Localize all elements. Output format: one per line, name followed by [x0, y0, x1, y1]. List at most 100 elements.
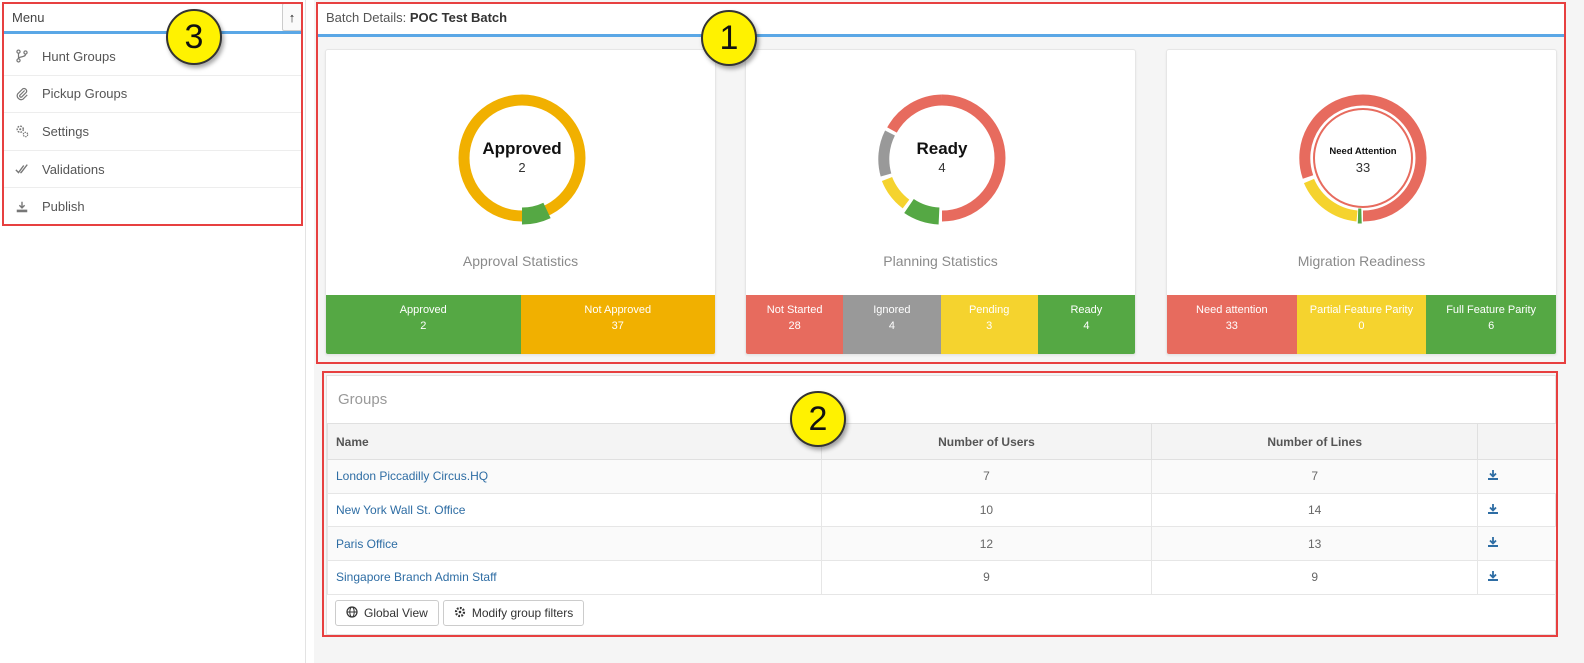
card-label: Planning Statistics	[883, 253, 998, 269]
table-row: Paris Office 12 13	[327, 526, 1557, 562]
menu-list: Hunt Groups Pickup Groups Settings Valid…	[2, 38, 302, 226]
donut-center-title: Approved	[482, 139, 561, 158]
stat-label: Not Approved	[584, 304, 652, 316]
stat-ignored[interactable]: Ignored 4	[843, 295, 941, 354]
menu-title: Menu	[12, 10, 45, 25]
menu-header: Menu ↑	[2, 2, 302, 34]
menu-item-pickup-groups[interactable]: Pickup Groups	[2, 76, 302, 114]
button-label: Global View	[364, 606, 428, 620]
stat-value: 4	[888, 320, 895, 332]
approval-ring-approved	[521, 202, 551, 225]
stat-partial-feature-parity[interactable]: Partial Feature Parity 0	[1296, 295, 1427, 354]
actions-cell	[1477, 459, 1557, 494]
stat-value: 6	[1488, 320, 1495, 332]
batch-header: Batch Details: POC Test Batch	[318, 4, 1566, 37]
branch-icon	[2, 49, 42, 63]
download-icon[interactable]	[1487, 503, 1499, 518]
stats-bar: Need attention 33 Partial Feature Parity…	[1167, 295, 1556, 354]
stat-label: Approved	[399, 304, 447, 316]
approval-ring-not-approved	[458, 94, 586, 222]
planning-donut-chart: Ready 4	[878, 94, 1006, 225]
stat-value: 37	[611, 320, 624, 332]
migration-ring-need-attention	[1362, 94, 1427, 222]
stat-label: Ready	[1070, 304, 1103, 316]
stat-label: Full Feature Parity	[1446, 304, 1537, 316]
stat-not-started[interactable]: Not Started 28	[746, 295, 844, 354]
migration-ring-partial	[1303, 178, 1358, 222]
gears-icon	[2, 124, 42, 138]
batch-details-prefix: Batch Details:	[326, 10, 407, 25]
stat-approved[interactable]: Approved 2	[326, 295, 521, 354]
group-name-cell: Singapore Branch Admin Staff	[327, 560, 822, 595]
users-cell: 7	[820, 459, 1153, 494]
column-header-users[interactable]: Number of Users	[820, 423, 1153, 460]
stat-label: Not Started	[766, 304, 823, 316]
stat-full-feature-parity[interactable]: Full Feature Parity 6	[1426, 295, 1556, 354]
planning-ring-not-started	[941, 94, 1006, 222]
global-view-button[interactable]: Global View	[335, 600, 439, 626]
table-row: New York Wall St. Office 10 14	[327, 492, 1557, 528]
lines-cell: 9	[1151, 560, 1479, 595]
column-header-lines[interactable]: Number of Lines	[1151, 423, 1479, 460]
batch-name: POC Test Batch	[409, 10, 508, 25]
download-icon[interactable]	[1487, 537, 1499, 551]
donut-center-title: Ready	[916, 139, 968, 158]
menu-item-publish[interactable]: Publish	[2, 188, 302, 226]
menu-item-label: Hunt Groups	[42, 48, 116, 64]
menu-item-label: Pickup Groups	[42, 86, 128, 102]
group-link[interactable]: London Piccadilly Circus.HQ	[336, 469, 489, 484]
annotation-badge-2: 2	[790, 391, 846, 447]
download-tray-icon	[2, 200, 42, 214]
group-link[interactable]: Singapore Branch Admin Staff	[336, 570, 497, 585]
column-header-name[interactable]: Name	[327, 423, 822, 460]
planning-ring-not-started-2	[887, 94, 943, 133]
group-link[interactable]: New York Wall St. Office	[336, 503, 466, 518]
approval-statistics-card: Approved 2 Approval Statistics Approved …	[325, 49, 716, 355]
table-row: Singapore Branch Admin Staff 9 9	[327, 560, 1557, 595]
stat-label: Ignored	[873, 304, 911, 316]
stat-pending[interactable]: Pending 3	[940, 295, 1038, 354]
download-icon[interactable]	[1487, 469, 1499, 484]
gear-icon	[454, 606, 466, 621]
menu-item-settings[interactable]: Settings	[2, 113, 302, 151]
stat-value: 4	[1083, 320, 1090, 332]
lines-cell: 13	[1151, 526, 1479, 562]
stat-value: 28	[788, 320, 801, 332]
migration-readiness-card: Need Attention 33 Migration Readiness Ne…	[1166, 49, 1557, 355]
paperclip-icon	[2, 87, 42, 101]
menu-item-hunt-groups[interactable]: Hunt Groups	[2, 38, 302, 76]
groups-table: Name Number of Users Number of Lines Lon…	[327, 423, 1557, 595]
card-label: Migration Readiness	[1297, 253, 1426, 269]
planning-ring-ready	[904, 198, 940, 225]
breadcrumb: Batch Details: POC Test Batch	[326, 10, 507, 25]
menu-item-validations[interactable]: Validations	[2, 151, 302, 189]
download-icon[interactable]	[1487, 570, 1499, 585]
collapse-menu-button[interactable]: ↑	[282, 3, 302, 31]
globe-icon	[346, 605, 358, 621]
card-label: Approval Statistics	[462, 253, 579, 269]
modify-group-filters-button[interactable]: Modify group filters	[442, 600, 585, 626]
group-name-cell: Paris Office	[327, 526, 822, 562]
stat-not-approved[interactable]: Not Approved 37	[520, 295, 715, 354]
migration-donut-chart: Need Attention 33	[1299, 94, 1427, 224]
planning-ring-ignored	[878, 130, 896, 177]
users-cell: 10	[820, 492, 1153, 528]
planning-ring-pending	[881, 176, 910, 209]
arrow-up-icon: ↑	[288, 9, 296, 25]
stat-label: Partial Feature Parity	[1309, 304, 1414, 316]
group-name-cell: London Piccadilly Circus.HQ	[327, 459, 822, 494]
stat-label: Pending	[968, 304, 1010, 316]
stats-bar: Not Started 28 Ignored 4 Pending 3 Ready…	[746, 295, 1135, 354]
table-header-row: Name Number of Users Number of Lines	[327, 423, 1557, 460]
users-cell: 9	[820, 560, 1153, 595]
group-link[interactable]: Paris Office	[336, 536, 398, 551]
groups-panel: Groups Name Number of Users Number of Li…	[326, 375, 1557, 635]
approval-donut-chart: Approved 2	[458, 94, 586, 225]
annotation-badge-3: 3	[166, 9, 222, 65]
stat-ready[interactable]: Ready 4	[1037, 295, 1135, 354]
stat-need-attention[interactable]: Need attention 33	[1167, 295, 1297, 354]
migration-inner-ring	[1313, 108, 1413, 208]
table-row: London Piccadilly Circus.HQ 7 7	[327, 459, 1557, 494]
groups-actions: Global View Modify group filters	[335, 600, 585, 626]
lines-cell: 14	[1151, 492, 1479, 528]
